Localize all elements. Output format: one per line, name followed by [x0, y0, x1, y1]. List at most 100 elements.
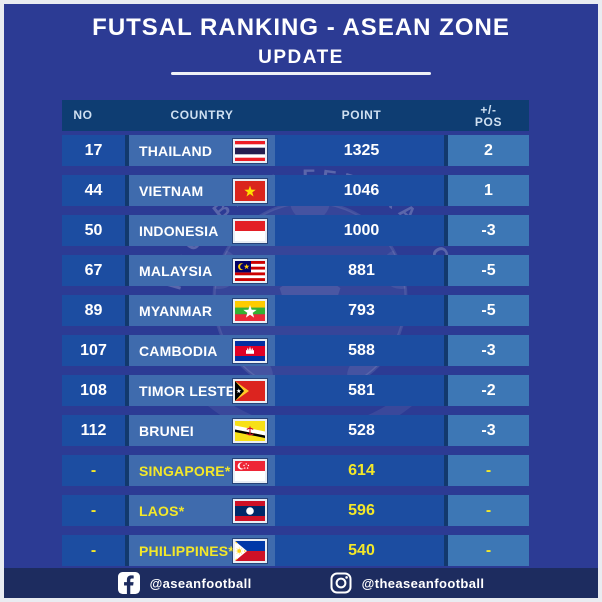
rank-number: 67 — [84, 262, 103, 279]
country-name: MALAYSIA — [139, 262, 213, 279]
ranking-table: 17 THAILAND 1325 2 44 VIETNAM 1046 1 50 INDONESIA… — [62, 135, 529, 575]
cell-divider — [444, 135, 448, 166]
facebook-group: @aseanfootball — [117, 572, 252, 594]
vietnam-flag — [235, 180, 265, 201]
facebook-icon — [117, 572, 140, 594]
ranking-row-brunei: 112 BRUNEI 528 -3 — [62, 415, 529, 446]
col-header-pos-sign: +/- — [480, 102, 497, 117]
country-name: THAILAND — [139, 142, 213, 159]
position-change: - — [448, 455, 529, 486]
point-value: 596 — [348, 502, 375, 519]
point-value: 1046 — [343, 182, 380, 199]
cell-divider — [444, 495, 448, 526]
instagram-handle: @theaseanfootball — [361, 575, 485, 591]
title-underline — [171, 72, 431, 75]
rank-number: - — [90, 462, 97, 479]
facebook-handle: @aseanfootball — [149, 575, 252, 591]
page-subtitle: UPDATE — [258, 47, 344, 68]
rank-number: 44 — [84, 182, 103, 199]
rank-number: 107 — [80, 342, 107, 359]
cell-divider — [125, 455, 129, 486]
country-cell: CAMBODIA — [129, 335, 275, 366]
position-change: -2 — [448, 375, 529, 406]
country-name: CAMBODIA — [139, 342, 218, 359]
country-cell: TIMOR LESTE — [129, 375, 275, 406]
rank-number: - — [90, 542, 97, 559]
ranking-row-thailand: 17 THAILAND 1325 2 — [62, 135, 529, 166]
col-header-country: COUNTRY — [170, 108, 234, 122]
country-name: INDONESIA — [139, 222, 219, 239]
col-header-pos-word: POS — [474, 114, 503, 129]
point-value: 793 — [348, 302, 375, 319]
country-cell: LAOS* — [129, 495, 275, 526]
cell-divider — [444, 255, 448, 286]
point-value: 588 — [348, 342, 375, 359]
cell-divider — [125, 415, 129, 446]
point-value: 614 — [348, 462, 375, 479]
position-change: - — [448, 535, 529, 566]
country-name: MYANMAR — [139, 302, 213, 319]
position-change: 1 — [448, 175, 529, 206]
instagram-icon — [330, 572, 352, 594]
ranking-row-philippines: - PHILIPPINES* 540 - — [62, 535, 529, 566]
ranking-row-indonesia: 50 INDONESIA 1000 -3 — [62, 215, 529, 246]
point-value: 1325 — [343, 142, 380, 159]
ranking-row-myanmar: 89 MYANMAR 793 -5 — [62, 295, 529, 326]
point-value: 581 — [348, 382, 375, 399]
position-change: -3 — [448, 215, 529, 246]
laos-flag — [235, 500, 265, 521]
point-value: 1000 — [343, 222, 380, 239]
point-value: 540 — [348, 542, 375, 559]
point-value: 528 — [348, 422, 375, 439]
ranking-row-timor-leste: 108 TIMOR LESTE 581 -2 — [62, 375, 529, 406]
cambodia-flag — [235, 340, 265, 361]
rank-number: 17 — [84, 142, 103, 159]
page-title: FUTSAL RANKING - ASEAN ZONE — [92, 14, 510, 41]
country-cell: PHILIPPINES* — [129, 535, 275, 566]
cell-divider — [125, 215, 129, 246]
cell-divider — [444, 455, 448, 486]
country-name: TIMOR LESTE — [139, 382, 236, 399]
country-name: SINGAPORE* — [139, 462, 231, 479]
cell-divider — [444, 295, 448, 326]
rank-number: 112 — [80, 422, 107, 439]
table-header: NO COUNTRY POINT +/- POS — [62, 100, 529, 131]
country-cell: MALAYSIA — [129, 255, 275, 286]
malaysia-flag — [235, 260, 265, 281]
position-change: -3 — [448, 415, 529, 446]
country-cell: MYANMAR — [129, 295, 275, 326]
country-cell: BRUNEI — [129, 415, 275, 446]
instagram-group: @theaseanfootball — [330, 572, 485, 594]
singapore-flag — [235, 460, 265, 481]
country-cell: SINGAPORE* — [129, 455, 275, 486]
cell-divider — [125, 495, 129, 526]
cell-divider — [125, 335, 129, 366]
position-change: -3 — [448, 335, 529, 366]
country-cell: INDONESIA — [129, 215, 275, 246]
brunei-flag — [235, 420, 265, 441]
cell-divider — [444, 415, 448, 446]
col-header-no: NO — [73, 108, 93, 122]
rank-number: 108 — [80, 382, 107, 399]
footer-bar: @aseanfootball @theaseanfootball — [4, 568, 598, 598]
myanmar-flag — [235, 300, 265, 321]
cell-divider — [444, 175, 448, 206]
country-name: VIETNAM — [139, 182, 204, 199]
position-change: 2 — [448, 135, 529, 166]
ranking-row-singapore: - SINGAPORE* 614 - — [62, 455, 529, 486]
country-name: PHILIPPINES* — [139, 542, 234, 559]
col-header-point: POINT — [341, 108, 382, 122]
ranking-row-malaysia: 67 MALAYSIA 881 -5 — [62, 255, 529, 286]
ranking-row-laos: - LAOS* 596 - — [62, 495, 529, 526]
cell-divider — [125, 175, 129, 206]
rank-number: 50 — [84, 222, 103, 239]
position-change: -5 — [448, 295, 529, 326]
rank-number: 89 — [84, 302, 103, 319]
rank-number: - — [90, 502, 97, 519]
point-value: 881 — [348, 262, 375, 279]
cell-divider — [125, 375, 129, 406]
indonesia-flag — [235, 220, 265, 241]
country-name: BRUNEI — [139, 422, 194, 439]
country-name: LAOS* — [139, 502, 185, 519]
